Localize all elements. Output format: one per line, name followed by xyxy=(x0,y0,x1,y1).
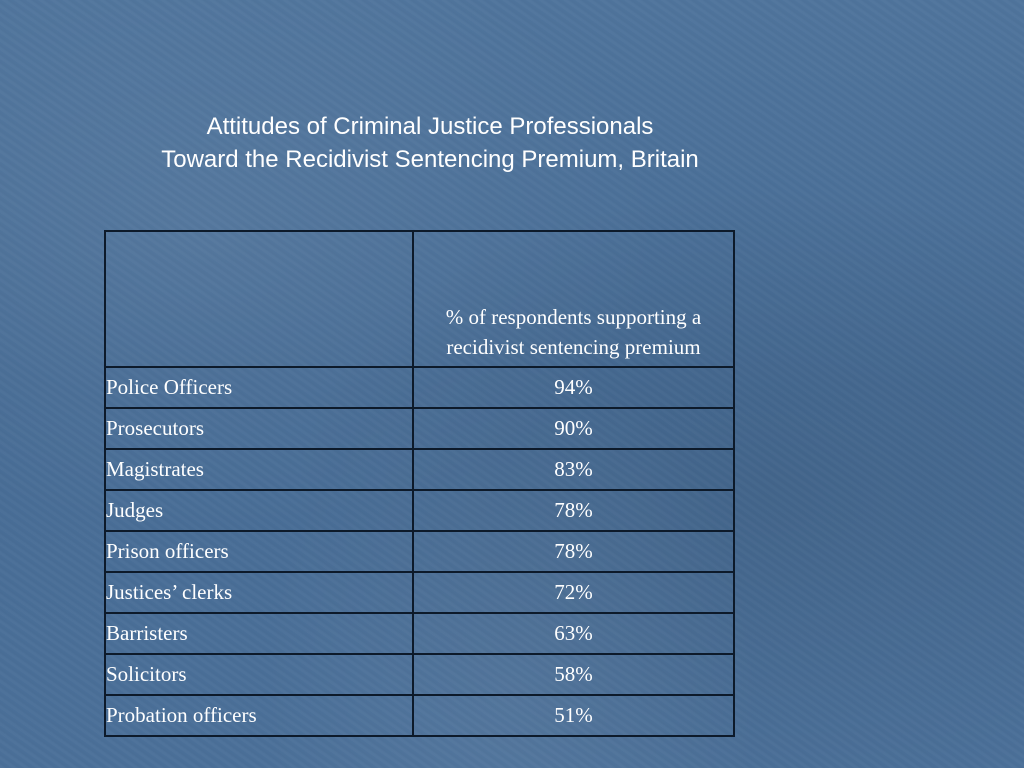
row-label: Justices’ clerks xyxy=(104,571,414,614)
row-label: Prison officers xyxy=(104,530,414,573)
table-row: Probation officers 51% xyxy=(104,694,736,737)
table-row: Prosecutors 90% xyxy=(104,407,736,450)
row-value: 83% xyxy=(411,448,736,491)
row-value: 90% xyxy=(411,407,736,450)
row-value: 78% xyxy=(411,530,736,573)
row-label: Prosecutors xyxy=(104,407,414,450)
row-value: 94% xyxy=(411,366,736,409)
slide-title-line-1: Attitudes of Criminal Justice Profession… xyxy=(206,113,654,140)
column-header-percent-supporting: % of respondents supporting a recidivist… xyxy=(411,230,736,368)
row-label: Magistrates xyxy=(104,448,414,491)
row-value: 72% xyxy=(411,571,736,614)
table-row: Police Officers 94% xyxy=(104,366,736,409)
slide-title: Attitudes of Criminal Justice Profession… xyxy=(60,110,800,176)
slide-title-line-2: Toward the Recidivist Sentencing Premium… xyxy=(161,146,699,173)
table-row: Judges 78% xyxy=(104,489,736,532)
row-label: Solicitors xyxy=(104,653,414,696)
table-row: Magistrates 83% xyxy=(104,448,736,491)
row-value: 58% xyxy=(411,653,736,696)
row-label: Probation officers xyxy=(104,694,414,737)
row-label: Police Officers xyxy=(104,366,414,409)
table-header-row: % of respondents supporting a recidivist… xyxy=(104,230,736,368)
table-row: Prison officers 78% xyxy=(104,530,736,573)
row-value: 63% xyxy=(411,612,736,655)
table-row: Solicitors 58% xyxy=(104,653,736,696)
table-corner-cell xyxy=(104,230,414,368)
row-value: 78% xyxy=(411,489,736,532)
row-value: 51% xyxy=(411,694,736,737)
row-label: Judges xyxy=(104,489,414,532)
data-table: % of respondents supporting a recidivist… xyxy=(104,230,736,737)
row-label: Barristers xyxy=(104,612,414,655)
table-row: Justices’ clerks 72% xyxy=(104,571,736,614)
table-row: Barristers 63% xyxy=(104,612,736,655)
